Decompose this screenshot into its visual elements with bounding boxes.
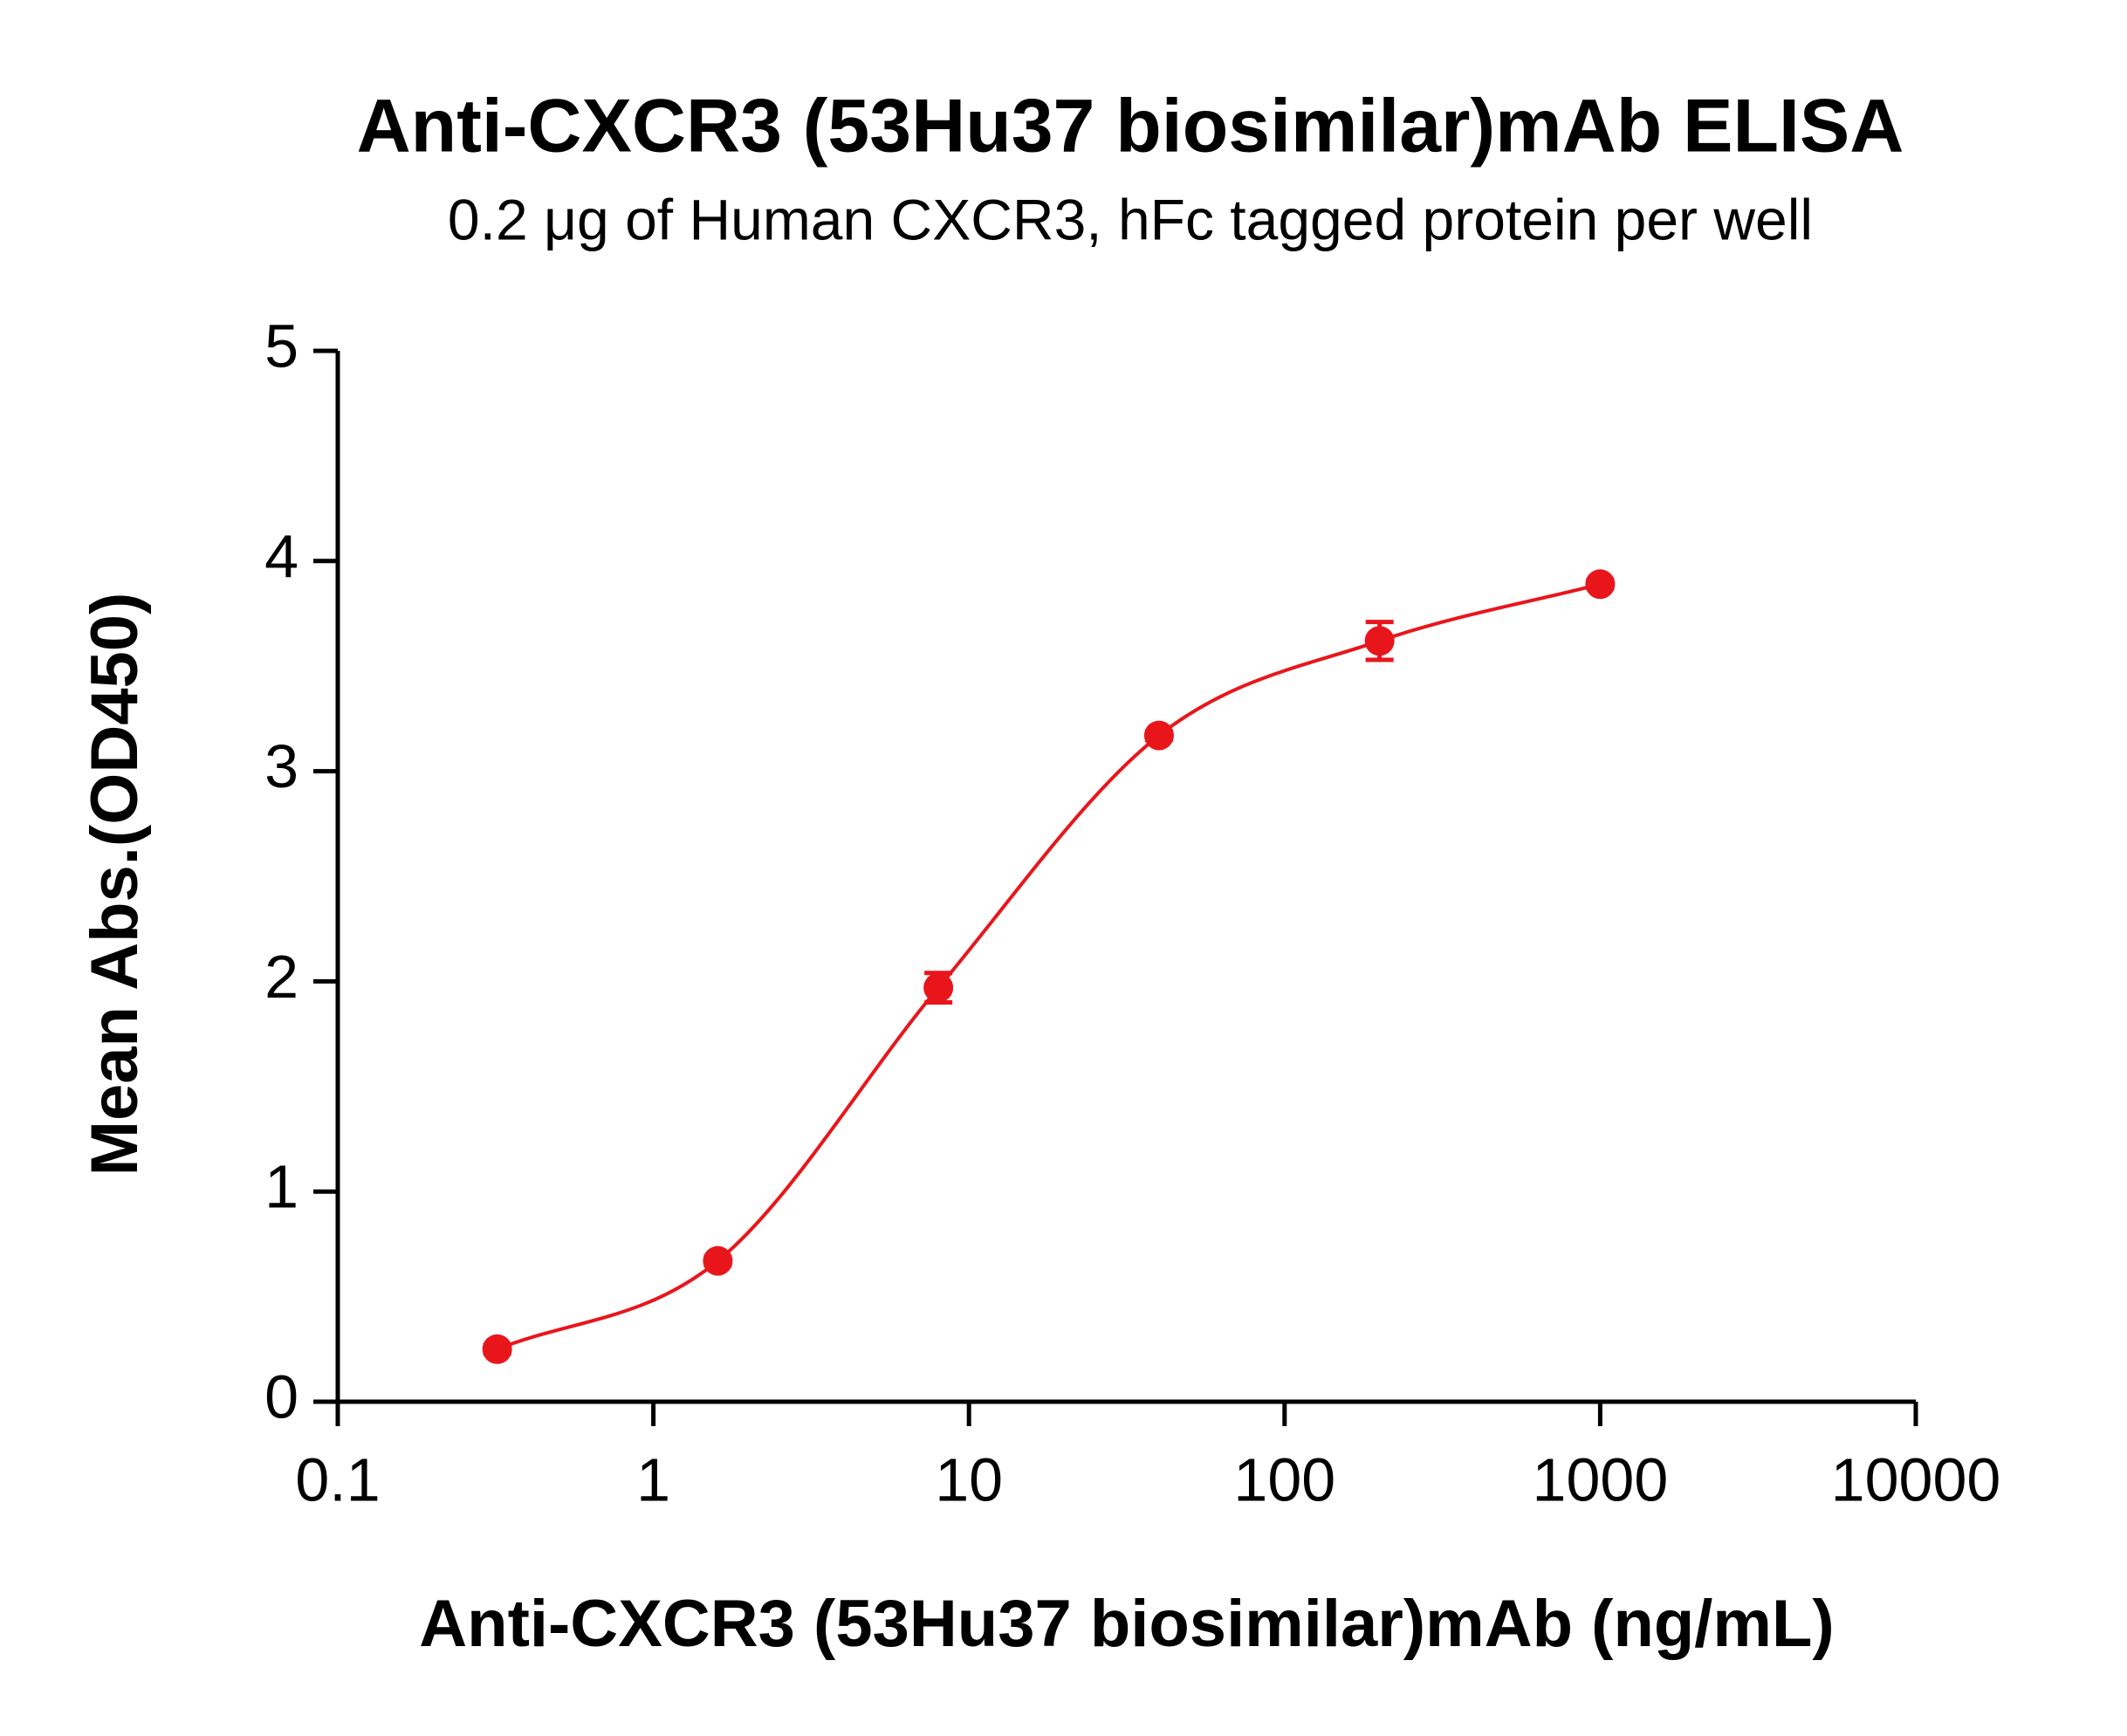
x-tick-label: 1000 <box>1533 1445 1669 1513</box>
x-tick-label: 1 <box>636 1445 670 1513</box>
x-tick-label: 10 <box>935 1445 1003 1513</box>
data-point <box>1364 626 1395 656</box>
y-tick-label: 4 <box>264 522 298 590</box>
x-tick-label: 100 <box>1233 1445 1335 1513</box>
chart-title: Anti-CXCR3 (53Hu37 biosimilar)mAb ELISA <box>357 85 1904 168</box>
y-tick-label: 0 <box>264 1362 298 1431</box>
x-tick-label: 10000 <box>1831 1445 2001 1513</box>
data-point <box>923 972 954 1003</box>
y-tick-label: 5 <box>264 312 298 380</box>
data-point <box>482 1334 512 1364</box>
data-point <box>703 1245 733 1276</box>
y-axis-title: Mean Abs.(OD450) <box>78 593 152 1177</box>
data-point <box>1585 569 1616 600</box>
y-tick-label: 2 <box>264 943 298 1011</box>
data-point <box>1143 720 1174 751</box>
y-tick-label: 1 <box>264 1153 298 1221</box>
x-tick-label: 0.1 <box>295 1445 380 1513</box>
y-tick-label: 3 <box>264 732 298 800</box>
chart-subtitle: 0.2 μg of Human CXCR3, hFc tagged protei… <box>448 187 1813 251</box>
x-axis-title: Anti-CXCR3 (53Hu37 biosimilar)mAb (ng/mL… <box>419 1587 1834 1661</box>
fit-curve <box>496 582 1601 1351</box>
